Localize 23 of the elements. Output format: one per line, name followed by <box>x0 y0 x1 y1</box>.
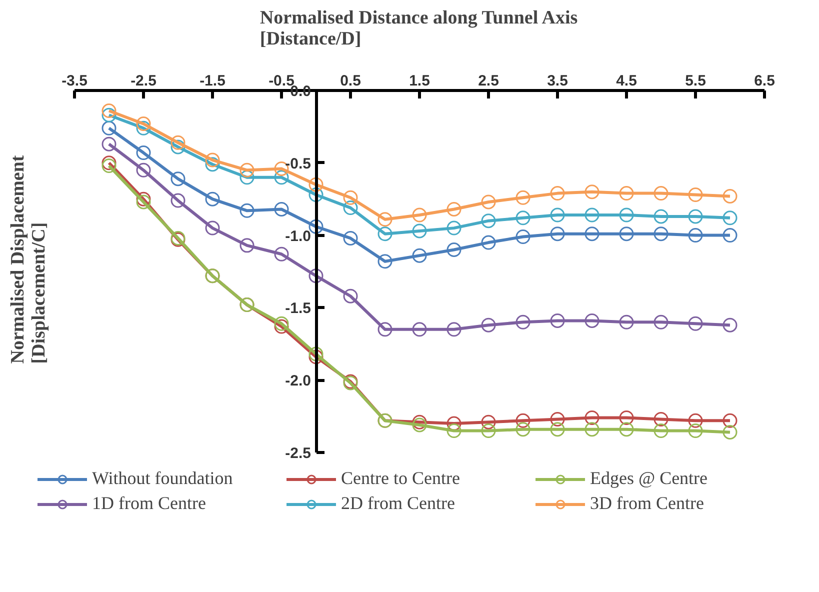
legend-label: Centre to Centre <box>341 468 461 489</box>
x-tick-label: 0.5 <box>340 72 361 90</box>
y-tick-label: -1.0 <box>285 228 312 245</box>
x-axis-title: Normalised Distance along Tunnel Axis [Distance/D] <box>260 8 578 50</box>
x-tick-label: 6.5 <box>754 72 775 90</box>
x-tick-label: 5.5 <box>685 72 706 90</box>
x-tick-label: -3.5 <box>62 72 88 90</box>
y-tick-label: -2.5 <box>285 445 312 462</box>
y-tick-label: -0.5 <box>285 155 312 172</box>
legend-label: 2D from Centre <box>341 493 456 514</box>
y-axis-title: Normalised Displacement [Displacement/C] <box>8 154 50 364</box>
legend-label: Without foundation <box>92 468 234 489</box>
y-tick-label: -2.0 <box>285 372 312 390</box>
x-tick-label: 3.5 <box>547 72 568 90</box>
x-tick-label: 1.5 <box>409 72 430 90</box>
legend-label: Edges @ Centre <box>590 468 709 489</box>
y-tick-label: -1.5 <box>285 300 312 318</box>
x-tick-label: 4.5 <box>616 72 637 90</box>
x-tick-label: -2.5 <box>130 72 156 90</box>
legend-label: 3D from Centre <box>590 493 705 514</box>
x-tick-label: -1.5 <box>200 72 226 90</box>
x-tick-label: 2.5 <box>478 72 499 90</box>
legend-label: 1D from Centre <box>92 493 207 514</box>
